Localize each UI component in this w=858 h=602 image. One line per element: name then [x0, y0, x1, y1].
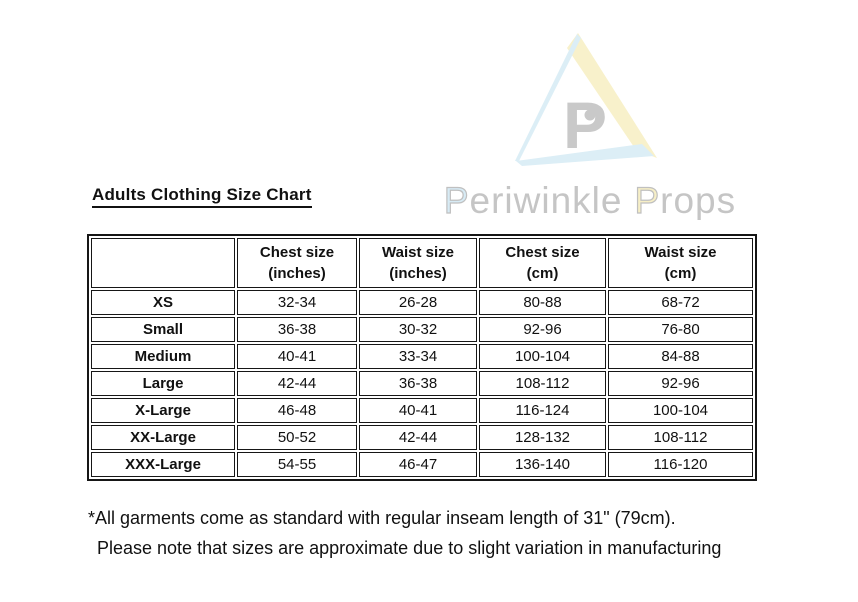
table-cell: 26-28	[359, 290, 477, 315]
table-cell: 116-120	[608, 452, 753, 477]
table-cell: 32-34	[237, 290, 357, 315]
periwinkle-props-logo: P Periwinkle Props	[443, 33, 736, 220]
table-row-xs: XS 32-34 26-28 80-88 68-72	[91, 290, 753, 315]
table-cell: 42-44	[237, 371, 357, 396]
triangle-bottom-edge	[516, 144, 654, 166]
size-chart-table: Chest size (inches) Waist size (inches) …	[87, 234, 757, 481]
table-row-small: Small 36-38 30-32 92-96 76-80	[91, 317, 753, 342]
table-cell: 100-104	[479, 344, 606, 369]
size-label: XX-Large	[91, 425, 235, 450]
column-header-chest-cm: Chest size (cm)	[479, 238, 606, 288]
wordmark-props-rest: rops	[660, 180, 736, 220]
table-cell: 30-32	[359, 317, 477, 342]
table-row-medium: Medium 40-41 33-34 100-104 84-88	[91, 344, 753, 369]
table-cell: 80-88	[479, 290, 606, 315]
size-label: Small	[91, 317, 235, 342]
table-cell: 54-55	[237, 452, 357, 477]
monogram-p-icon: P	[563, 88, 607, 162]
table-cell: 108-112	[608, 425, 753, 450]
table-cell: 33-34	[359, 344, 477, 369]
table-cell: 50-52	[237, 425, 357, 450]
table-row-large: Large 42-44 36-38 108-112 92-96	[91, 371, 753, 396]
triangle-logo-icon: P	[515, 33, 657, 166]
footnote-line-2: Please note that sizes are approximate d…	[97, 538, 722, 558]
table-cell: 100-104	[608, 398, 753, 423]
table-cell: 36-38	[237, 317, 357, 342]
table-cell: 46-48	[237, 398, 357, 423]
column-header-blank	[91, 238, 235, 288]
footnote-line-1: *All garments come as standard with regu…	[88, 508, 676, 528]
wordmark-initial-p-yellow: P	[634, 180, 660, 220]
size-label: Medium	[91, 344, 235, 369]
wordmark-initial-p-blue: P	[444, 180, 470, 220]
triangle-yellow-band	[567, 33, 657, 158]
table-cell: 36-38	[359, 371, 477, 396]
table-row-xxx-large: XXX-Large 54-55 46-47 136-140 116-120	[91, 452, 753, 477]
logo-wordmark: Periwinkle Props	[444, 180, 736, 220]
size-label: XS	[91, 290, 235, 315]
size-label: X-Large	[91, 398, 235, 423]
table-cell: 128-132	[479, 425, 606, 450]
table-cell: 92-96	[608, 371, 753, 396]
table-cell: 76-80	[608, 317, 753, 342]
table-cell: 42-44	[359, 425, 477, 450]
column-header-waist-inches: Waist size (inches)	[359, 238, 477, 288]
table-cell: 46-47	[359, 452, 477, 477]
size-label: Large	[91, 371, 235, 396]
table-cell: 68-72	[608, 290, 753, 315]
column-header-waist-cm: Waist size (cm)	[608, 238, 753, 288]
wordmark-periwinkle-rest: eriwinkle	[470, 180, 623, 220]
table-cell: 84-88	[608, 344, 753, 369]
table-cell: 40-41	[237, 344, 357, 369]
table-cell: 92-96	[479, 317, 606, 342]
header-row: Chest size (inches) Waist size (inches) …	[91, 238, 753, 288]
footnote: *All garments come as standard with regu…	[88, 503, 721, 563]
table-cell: 40-41	[359, 398, 477, 423]
monogram-dot-icon	[584, 109, 596, 121]
table-row-x-large: X-Large 46-48 40-41 116-124 100-104	[91, 398, 753, 423]
triangle-left-edge	[515, 34, 581, 161]
table-cell: 108-112	[479, 371, 606, 396]
table-cell: 136-140	[479, 452, 606, 477]
size-label: XXX-Large	[91, 452, 235, 477]
column-header-chest-inches: Chest size (inches)	[237, 238, 357, 288]
table-cell: 116-124	[479, 398, 606, 423]
table-row-xx-large: XX-Large 50-52 42-44 128-132 108-112	[91, 425, 753, 450]
page-title: Adults Clothing Size Chart	[92, 185, 312, 208]
